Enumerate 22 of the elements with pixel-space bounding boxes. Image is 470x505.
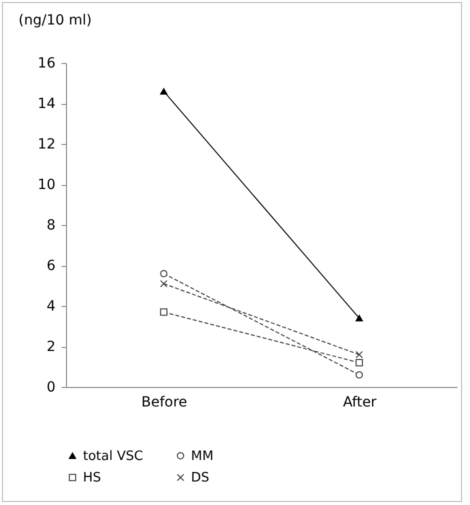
y-tick-label: 8 (46, 218, 56, 234)
y-tick-label: 0 (46, 380, 56, 396)
legend-label: HS (83, 470, 102, 486)
y-tick-label: 14 (38, 96, 56, 112)
legend-label: DS (191, 470, 210, 486)
y-tick-label: 10 (38, 177, 56, 193)
y-tick-label: 16 (38, 56, 56, 72)
y-axis-title: (ng/10 ml) (18, 12, 92, 28)
y-tick-label: 4 (46, 298, 56, 314)
point (356, 359, 363, 366)
legend-label: MM (191, 448, 214, 464)
point (160, 280, 168, 288)
legend-label: total VSC (83, 448, 144, 464)
point (160, 270, 168, 278)
y-tick-label: 12 (38, 136, 56, 152)
point (160, 308, 168, 316)
y-tick-label: 6 (46, 258, 56, 274)
point (356, 350, 363, 358)
x-tick-label: After (342, 394, 377, 410)
point (356, 371, 363, 379)
y-tick-label: 2 (46, 339, 56, 355)
x-tick-label: Before (141, 394, 188, 410)
